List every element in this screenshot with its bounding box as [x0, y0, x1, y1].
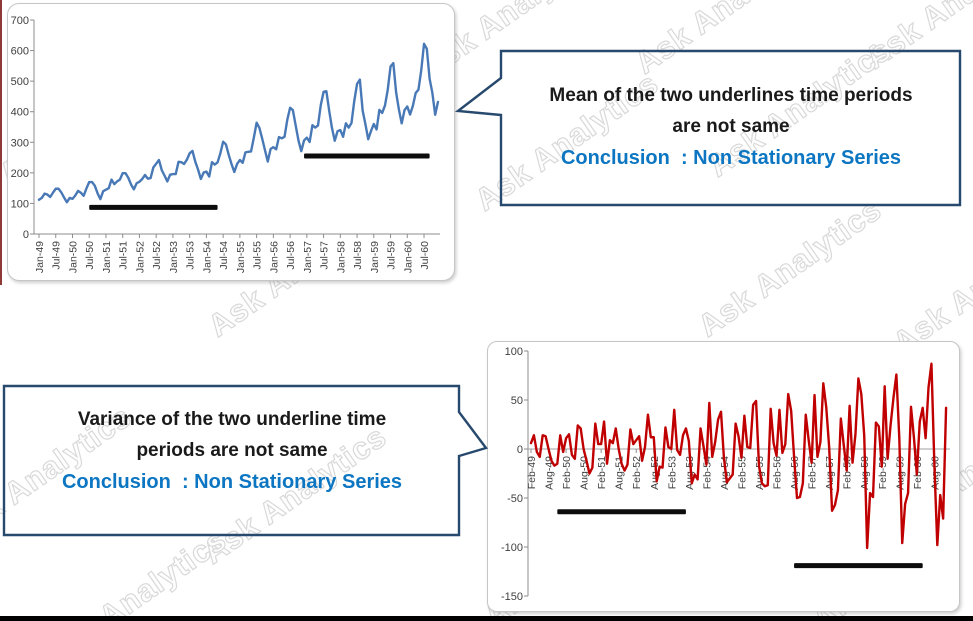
x-tick-label: Jan-60 [402, 241, 414, 273]
watermark-text: Ask Analytics [858, 0, 973, 76]
y-tick-label: 200 [11, 168, 29, 180]
x-tick-label: Jul-49 [51, 241, 63, 270]
x-tick-label: Feb-59 [877, 456, 889, 489]
variance-callout-text: Variance of the two underline time perio… [14, 404, 450, 499]
x-tick-label: Jul-58 [352, 241, 364, 270]
bottom-black-bar [0, 616, 973, 621]
underline-bar [89, 204, 218, 210]
differenced-line-chart: 100 50 0 -50 -100 -150 Feb-49 Aug-49 Feb-50 Aug-5… [501, 346, 950, 603]
y-tick-label: -50 [507, 493, 523, 505]
x-tick-label: Jul-60 [419, 241, 431, 270]
y-tick-label: 700 [11, 15, 29, 27]
y-tick-label: 0 [23, 229, 29, 241]
differenced-chart-panel: 100 50 0 -50 -100 -150 Feb-49 Aug-49 Feb-50 Aug-5… [487, 341, 960, 612]
x-tick-label: Jul-57 [319, 241, 331, 270]
y-tick-label: 50 [511, 395, 523, 407]
x-tick-label: Feb-55 [736, 456, 748, 489]
y-tick-label: 300 [11, 137, 29, 149]
x-tick-label: Jan-58 [335, 241, 347, 273]
x-tick-label: Jul-59 [386, 241, 398, 270]
mean-callout-text: Mean of the two underlines time periods … [510, 80, 952, 175]
passengers-chart-panel: 0 100 200 300 400 500 600 700 Jan-49 Jul-49 Jan-50… [7, 3, 455, 281]
x-tick-label: Jul-55 [252, 241, 264, 270]
underline-bar [304, 153, 430, 159]
x-tick-label: Feb-51 [596, 456, 608, 489]
x-tick-label: Jan-52 [134, 241, 146, 273]
x-tick-label: Jul-56 [285, 241, 297, 270]
watermark-text: Ask Analytics [886, 208, 973, 361]
x-tick-label: Feb-58 [842, 456, 854, 489]
mean-callout-line2: are not same [672, 116, 790, 137]
y-tick-label: 100 [11, 198, 29, 210]
x-tick-label: Jul-50 [84, 241, 96, 270]
variance-callout-line1: Variance of the two underline time [77, 409, 387, 430]
x-tick-label: Jul-52 [151, 241, 163, 270]
x-tick-label: Feb-56 [772, 456, 784, 489]
mean-callout-conclusion: Conclusion : Non Stationary Series [560, 147, 902, 169]
y-tick-label: 100 [505, 346, 523, 358]
underline-bar [557, 509, 686, 515]
x-tick-label: Jan-51 [101, 241, 113, 273]
x-tick-label: Jul-53 [185, 241, 197, 270]
watermark-text: Ask Analytics [691, 191, 889, 344]
x-tick-label: Jan-57 [302, 241, 314, 273]
passengers-line-chart: 0 100 200 300 400 500 600 700 Jan-49 Jul-49 Jan-50… [11, 15, 440, 273]
x-tick-label: Feb-52 [631, 456, 643, 489]
mean-callout-line1: Mean of the two underlines time periods [549, 85, 913, 106]
watermark-text: Ask Analytics [36, 521, 234, 621]
x-tick-label: Feb-54 [701, 456, 713, 489]
x-tick-label: Jan-59 [369, 241, 381, 273]
y-tick-label: 500 [11, 76, 29, 88]
x-tick-label: Jan-50 [67, 241, 79, 273]
y-tick-label: -150 [501, 591, 523, 603]
x-tick-label: Aug-51 [614, 456, 626, 490]
variance-callout-conclusion: Conclusion : Non Stationary Series [61, 471, 403, 493]
x-tick-label: Feb-53 [666, 456, 678, 489]
x-tick-label: Aug-49 [544, 456, 556, 490]
data-series-line [37, 42, 440, 204]
x-tick-label: Jan-53 [168, 241, 180, 273]
y-tick-label: 0 [517, 444, 523, 456]
y-tick-label: 600 [11, 46, 29, 58]
x-tick-label: Jan-56 [268, 241, 280, 273]
data-series-line [529, 362, 948, 550]
x-tick-label: Feb-57 [807, 456, 819, 489]
watermark-text: Ask Analytics [628, 0, 826, 81]
x-tick-label: Feb-50 [561, 456, 573, 489]
x-tick-label: Jul-51 [118, 241, 130, 270]
x-tick-label: Feb-49 [526, 456, 538, 489]
y-tick-label: -100 [501, 542, 523, 554]
variance-callout-line2: periods are not same [136, 440, 328, 461]
x-tick-label: Jan-55 [235, 241, 247, 273]
x-tick-label: Jan-54 [201, 241, 213, 273]
underline-bar [794, 563, 923, 569]
x-tick-label: Jan-49 [34, 241, 46, 273]
x-tick-label: Jul-54 [218, 241, 230, 270]
y-tick-label: 400 [11, 107, 29, 119]
left-edge-accent-line [0, 0, 2, 285]
